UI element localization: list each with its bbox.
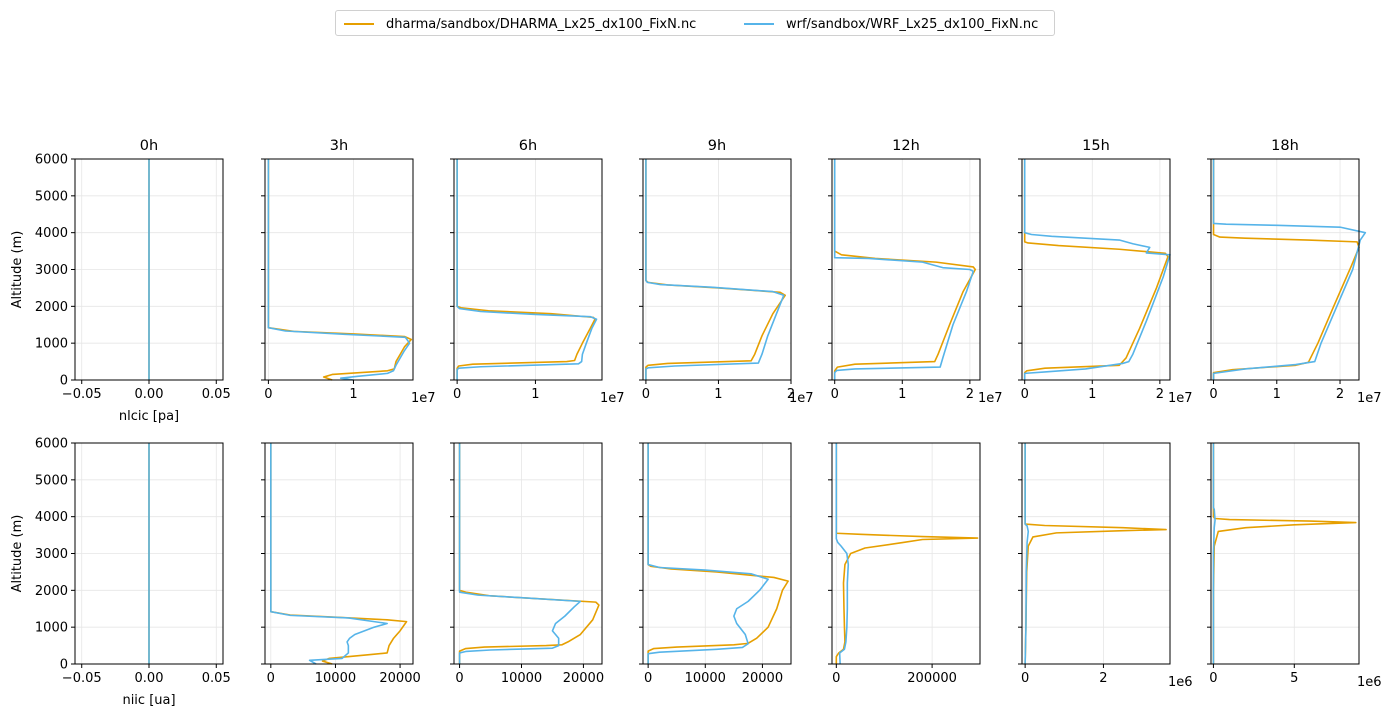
- x-tick-label: 0.00: [135, 671, 164, 686]
- x-tick-label: 0: [264, 387, 272, 402]
- x-tick-label: 20000: [742, 671, 783, 686]
- x-tick-label: −0.05: [62, 387, 102, 402]
- series-line-dharma: [458, 443, 600, 664]
- y-tick-label: 3000: [35, 263, 68, 278]
- y-tick-label: 6000: [35, 437, 68, 452]
- panel-title: 18h: [1271, 138, 1299, 154]
- x-tick-label: 0: [1209, 387, 1217, 402]
- x-tick-label: 1: [1088, 387, 1096, 402]
- y-axis-label: Altitude (m): [10, 515, 25, 593]
- legend: dharma/sandbox/DHARMA_Lx25_dx100_FixN.nc…: [335, 10, 1055, 36]
- x-tick-label: 20000: [379, 671, 420, 686]
- y-tick-label: 6000: [35, 153, 68, 168]
- x-tick-label: −0.05: [62, 671, 102, 686]
- legend-swatch-wrf: [744, 23, 774, 25]
- series-line-dharma: [456, 159, 596, 380]
- x-tick-label: 2: [1336, 387, 1344, 402]
- panel-title: 12h: [892, 138, 920, 154]
- series-line-wrf: [1024, 443, 1030, 665]
- x-tick-label: 0.05: [202, 671, 231, 686]
- series-line-wrf: [833, 159, 975, 380]
- series-line-wrf: [458, 443, 582, 664]
- x-tick-label: 1: [1273, 387, 1281, 402]
- x-tick-label: 10000: [501, 671, 542, 686]
- y-tick-label: 2000: [35, 584, 68, 599]
- x-tick-label: 0: [644, 671, 652, 686]
- x-offset-label: 1e7: [1168, 391, 1193, 406]
- x-tick-label: 0: [453, 387, 461, 402]
- series-line-wrf: [1212, 443, 1216, 664]
- x-offset-label: 1e6: [1168, 675, 1193, 690]
- panel-title: 15h: [1082, 138, 1110, 154]
- y-tick-label: 0: [60, 658, 68, 673]
- x-offset-label: 1e7: [411, 391, 436, 406]
- series-line-wrf: [267, 159, 411, 381]
- y-tick-label: 4000: [35, 510, 68, 525]
- legend-label-wrf: wrf/sandbox/WRF_Lx25_dx100_FixN.nc: [786, 16, 1039, 32]
- series-line-wrf: [835, 443, 850, 665]
- x-tick-label: 200000: [907, 671, 957, 686]
- legend-item-dharma: dharma/sandbox/DHARMA_Lx25_dx100_FixN.nc: [344, 15, 696, 33]
- x-offset-label: 1e6: [1357, 675, 1382, 690]
- x-offset-label: 1e7: [978, 391, 1003, 406]
- x-tick-label: 0.05: [202, 387, 231, 402]
- series-line-wrf: [1023, 159, 1171, 380]
- legend-item-wrf: wrf/sandbox/WRF_Lx25_dx100_FixN.nc: [744, 15, 1038, 33]
- x-tick-label: 20000: [563, 671, 604, 686]
- x-tick-label: 0.00: [135, 387, 164, 402]
- x-tick-label: 0: [1021, 387, 1029, 402]
- x-tick-label: 0: [831, 387, 839, 402]
- panel-title: 3h: [330, 138, 348, 154]
- x-offset-label: 1e7: [1357, 391, 1382, 406]
- x-tick-label: 0: [267, 671, 275, 686]
- y-tick-label: 4000: [35, 226, 68, 241]
- y-axis-label: Altitude (m): [10, 231, 25, 309]
- x-tick-label: 2: [1156, 387, 1164, 402]
- y-tick-label: 2000: [35, 300, 68, 315]
- x-tick-label: 2: [787, 387, 795, 402]
- y-tick-label: 0: [60, 374, 68, 389]
- x-tick-label: 0: [455, 671, 463, 686]
- series-line-wrf: [456, 159, 598, 380]
- panel-title: 6h: [519, 138, 537, 154]
- x-offset-label: 1e7: [789, 391, 814, 406]
- series-line-wrf: [645, 159, 785, 380]
- series-line-wrf: [647, 443, 769, 664]
- x-tick-label: 1: [898, 387, 906, 402]
- x-tick-label: 2: [966, 387, 974, 402]
- x-tick-label: 10000: [315, 671, 356, 686]
- x-axis-label: nlcic [pa]: [119, 409, 179, 424]
- x-offset-label: 1e7: [600, 391, 625, 406]
- y-tick-label: 5000: [35, 189, 68, 204]
- series-line-dharma: [1023, 159, 1169, 380]
- y-tick-label: 5000: [35, 473, 68, 488]
- x-tick-label: 1: [714, 387, 722, 402]
- x-tick-label: 0: [642, 387, 650, 402]
- legend-label-dharma: dharma/sandbox/DHARMA_Lx25_dx100_FixN.nc: [386, 16, 697, 32]
- series-line-wrf: [1212, 159, 1367, 380]
- x-tick-label: 2: [1099, 671, 1107, 686]
- series-line-dharma: [833, 159, 977, 380]
- x-tick-label: 1: [349, 387, 357, 402]
- y-tick-label: 3000: [35, 547, 68, 562]
- y-tick-label: 1000: [35, 337, 68, 352]
- x-axis-label: niic [ua]: [122, 693, 175, 708]
- panel-title: 0h: [140, 138, 158, 154]
- x-tick-label: 0: [1021, 671, 1029, 686]
- series-line-wrf: [270, 443, 388, 665]
- panel-title: 9h: [708, 138, 726, 154]
- y-tick-label: 1000: [35, 621, 68, 636]
- x-tick-label: 1: [531, 387, 539, 402]
- legend-swatch-dharma: [344, 23, 374, 25]
- x-tick-label: 5: [1290, 671, 1298, 686]
- x-tick-label: 10000: [685, 671, 726, 686]
- x-tick-label: 0: [1209, 671, 1217, 686]
- x-tick-label: 0: [832, 671, 840, 686]
